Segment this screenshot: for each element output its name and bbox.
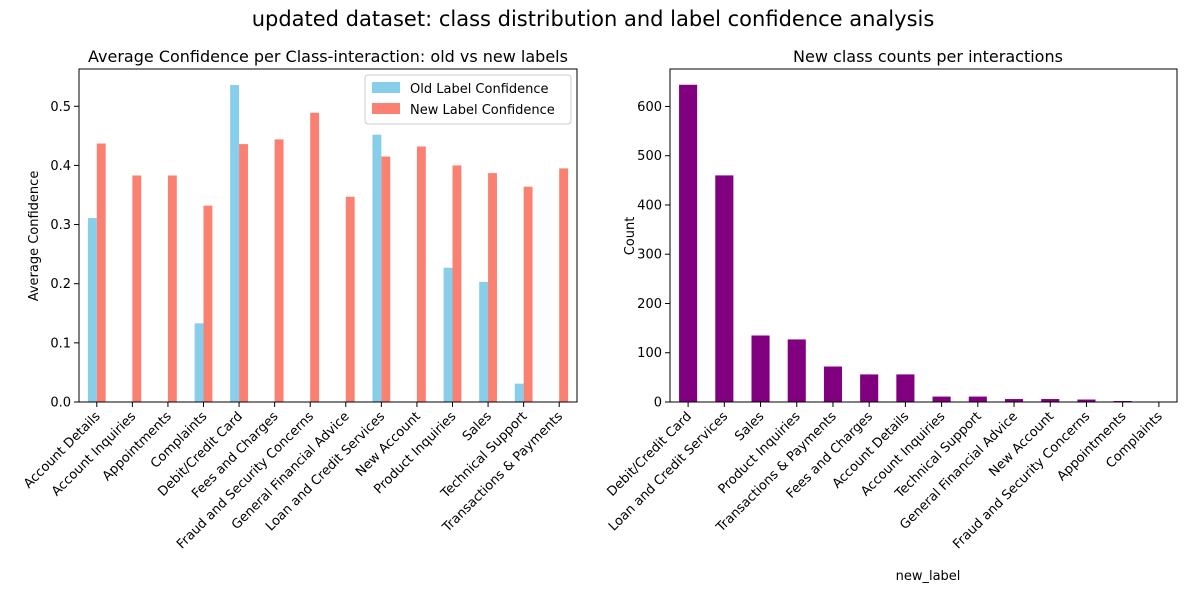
bar-new-confidence — [416, 146, 426, 402]
bar-count — [823, 366, 843, 402]
bar-new-confidence — [452, 165, 462, 402]
y-tick-label: 500 — [637, 149, 662, 164]
bar-count — [896, 374, 915, 402]
bar-new-confidence — [381, 156, 391, 402]
y-tick-label: 100 — [637, 346, 662, 361]
counts-chart-ylabel: Count — [623, 217, 638, 256]
bar-new-confidence — [488, 173, 497, 402]
y-tick-label: 0.1 — [50, 336, 71, 351]
bar-count — [715, 175, 734, 402]
bar-new-confidence — [132, 175, 142, 402]
bar-new-confidence — [96, 143, 106, 402]
counts-chart-panel: New class counts per interactions Count … — [604, 47, 1178, 584]
bar-count — [968, 396, 987, 402]
y-tick-label: 300 — [637, 248, 662, 263]
confidence-chart-frame — [78, 68, 578, 403]
legend-label-old: Old Label Confidence — [410, 82, 549, 97]
bar-new-confidence — [274, 139, 284, 402]
bar-old-confidence — [230, 84, 240, 403]
confidence-chart-ylabel: Average Confidence — [27, 171, 42, 302]
bar-old-confidence — [372, 134, 382, 403]
bar-new-confidence — [523, 186, 533, 402]
y-tick-label: 0.0 — [50, 396, 71, 411]
bar-count — [751, 335, 770, 402]
figure-suptitle: updated dataset: class distribution and … — [252, 7, 935, 31]
legend-box — [364, 74, 572, 125]
bar-count — [679, 84, 698, 403]
bar-new-confidence — [203, 205, 213, 402]
bar-old-confidence — [514, 383, 524, 402]
bar-count — [1077, 399, 1096, 402]
bar-old-confidence — [194, 323, 204, 402]
bar-count — [1041, 399, 1060, 402]
y-tick-label: 400 — [637, 198, 662, 213]
bar-new-confidence — [167, 175, 177, 402]
y-tick-label: 0 — [654, 396, 662, 411]
bar-count — [1004, 399, 1024, 402]
y-tick-label: 0.4 — [50, 159, 71, 174]
legend-swatch-new — [372, 103, 400, 114]
counts-chart-title: New class counts per interactions — [793, 47, 1063, 66]
confidence-chart-panel: Average Confidence per Class-interaction… — [21, 47, 578, 552]
counts-chart-frame — [669, 68, 1178, 403]
bar-old-confidence — [87, 218, 97, 402]
confidence-chart-legend: Old Label Confidence New Label Confidenc… — [364, 74, 572, 125]
bar-count — [932, 396, 951, 402]
y-tick-label: 0.3 — [50, 218, 71, 233]
bar-new-confidence — [239, 144, 248, 402]
y-tick-label: 0.2 — [50, 277, 71, 292]
bar-old-confidence — [443, 267, 453, 402]
bar-old-confidence — [479, 281, 489, 402]
counts-chart-xlabel: new_label — [896, 569, 961, 584]
legend-label-new: New Label Confidence — [410, 103, 555, 118]
bar-count — [860, 374, 879, 402]
y-tick-label: 200 — [637, 297, 662, 312]
bar-new-confidence — [345, 196, 355, 402]
bar-count — [787, 339, 806, 402]
legend-swatch-old — [372, 82, 400, 93]
confidence-chart-title: Average Confidence per Class-interaction… — [88, 47, 568, 66]
y-tick-label: 0.5 — [50, 100, 71, 115]
bar-new-confidence — [559, 168, 569, 402]
bar-new-confidence — [310, 112, 320, 402]
y-tick-label: 600 — [637, 100, 662, 115]
